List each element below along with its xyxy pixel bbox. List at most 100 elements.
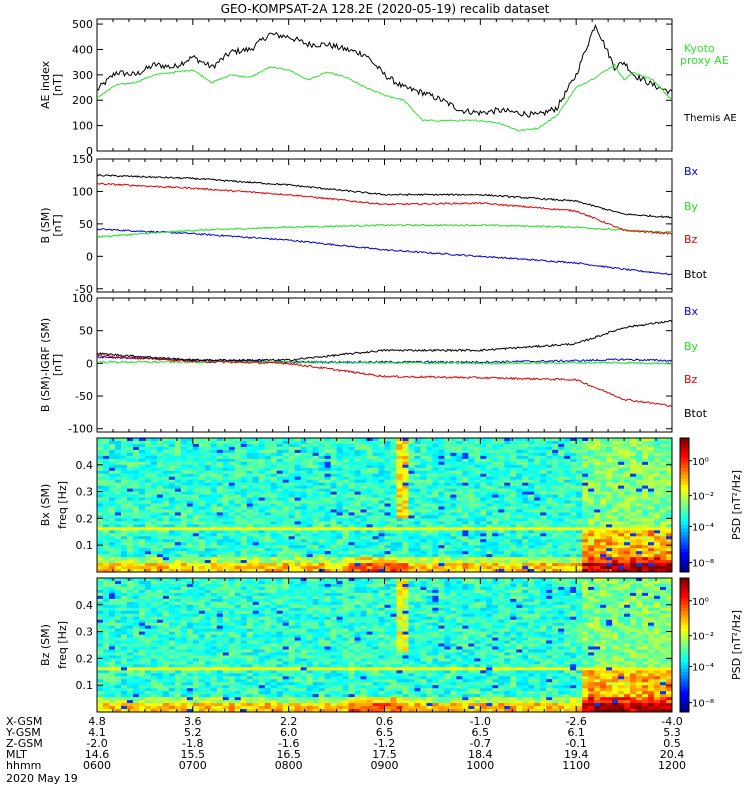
heatmap-cell xyxy=(342,464,349,469)
heatmap-cell xyxy=(486,530,493,534)
heatmap-cell xyxy=(132,452,140,457)
heatmap-cell xyxy=(180,521,188,525)
heatmap-cell xyxy=(114,652,122,656)
heatmap-cell xyxy=(546,566,553,570)
heatmap-cell xyxy=(204,551,212,555)
heatmap-cell xyxy=(630,524,637,528)
heatmap-cell xyxy=(378,476,385,481)
heatmap-cell xyxy=(126,527,134,531)
heatmap-cell xyxy=(324,569,331,573)
heatmap-cell xyxy=(336,524,343,528)
heatmap-cell xyxy=(666,545,673,549)
heatmap-cell xyxy=(456,509,463,513)
heatmap-cell xyxy=(618,521,625,525)
heatmap-cell xyxy=(156,470,164,475)
heatmap-cell xyxy=(294,539,302,543)
heatmap-cell xyxy=(606,530,613,534)
heatmap-cell xyxy=(150,542,158,546)
heatmap-cell xyxy=(228,560,236,564)
heatmap-cell xyxy=(450,545,457,549)
heatmap-cell xyxy=(582,548,589,552)
heatmap-cell xyxy=(306,506,314,510)
heatmap-cell xyxy=(420,545,427,549)
heatmap-cell xyxy=(246,455,254,460)
heatmap-cell xyxy=(396,512,403,516)
heatmap-cell xyxy=(414,503,421,507)
heatmap-cell xyxy=(516,458,523,463)
heatmap-cell xyxy=(240,458,248,463)
heatmap-cell xyxy=(216,533,224,537)
heatmap-cell xyxy=(97,691,104,695)
heatmap-cell xyxy=(342,563,349,567)
heatmap-cell xyxy=(666,455,673,460)
heatmap-cell xyxy=(198,560,206,564)
heatmap-cell xyxy=(468,438,475,442)
heatmap-cell xyxy=(612,473,619,478)
heatmap-cell xyxy=(306,503,314,507)
heatmap-cell xyxy=(252,569,260,573)
heatmap-cell xyxy=(162,467,170,472)
heatmap-cell xyxy=(138,527,146,531)
heatmap-cell xyxy=(264,503,272,507)
heatmap-cell xyxy=(540,554,547,558)
heatmap-cell xyxy=(612,530,619,534)
heatmap-cell xyxy=(390,494,397,498)
heatmap-cell xyxy=(168,566,176,570)
heatmap-cell xyxy=(240,518,248,522)
heatmap-cell xyxy=(438,449,445,454)
heatmap-cell xyxy=(498,464,505,469)
heatmap-cell xyxy=(558,527,565,531)
heatmap-cell xyxy=(456,464,463,469)
heatmap-cell xyxy=(444,461,451,466)
heatmap-cell xyxy=(312,506,320,510)
heatmap-cell xyxy=(408,476,415,481)
heatmap-cell xyxy=(108,563,116,567)
heatmap-cell xyxy=(666,509,673,513)
heatmap-cell xyxy=(384,554,391,558)
db-ylabel: B (SM)-IGRF (SM) xyxy=(39,318,52,412)
heatmap-cell xyxy=(354,479,361,484)
heatmap-cell xyxy=(642,539,649,543)
heatmap-cell xyxy=(558,566,565,570)
heatmap-cell xyxy=(120,482,128,487)
spec-bx-heatmap xyxy=(97,438,673,573)
heatmap-cell xyxy=(174,473,182,478)
heatmap-cell xyxy=(210,536,218,540)
heatmap-cell xyxy=(120,563,128,567)
heatmap-cell xyxy=(216,488,224,492)
heatmap-cell xyxy=(174,539,182,543)
heatmap-cell xyxy=(492,569,499,573)
heatmap-cell xyxy=(534,452,541,457)
heatmap-cell xyxy=(600,452,607,457)
heatmap-cell xyxy=(120,643,128,647)
heatmap-cell xyxy=(180,506,188,510)
heatmap-cell xyxy=(156,569,164,573)
heatmap-cell xyxy=(666,503,673,507)
heatmap-cell xyxy=(348,530,355,534)
heatmap-cell xyxy=(480,518,487,522)
heatmap-cell xyxy=(97,506,104,510)
heatmap-cell xyxy=(396,458,403,463)
heatmap-cell xyxy=(360,491,367,495)
heatmap-cell xyxy=(558,449,565,454)
heatmap-cell xyxy=(126,482,134,487)
heatmap-cell xyxy=(576,524,583,528)
heatmap-cell xyxy=(378,449,385,454)
heatmap-cell xyxy=(576,536,583,540)
heatmap-cell xyxy=(306,560,314,564)
heatmap-cell xyxy=(114,503,122,507)
heatmap-cell xyxy=(336,476,343,481)
heatmap-cell xyxy=(456,479,463,484)
heatmap-cell xyxy=(216,506,224,510)
b-tick-label: 100 xyxy=(72,185,93,198)
heatmap-cell xyxy=(258,557,266,561)
heatmap-cell xyxy=(600,443,607,448)
heatmap-cell xyxy=(180,557,188,561)
heatmap-cell xyxy=(312,491,320,495)
heatmap-cell xyxy=(624,515,631,519)
heatmap-cell xyxy=(372,438,379,442)
heatmap-cell xyxy=(528,554,535,558)
heatmap-cell xyxy=(360,506,367,510)
heatmap-cell xyxy=(354,545,361,549)
heatmap-cell xyxy=(180,482,188,487)
